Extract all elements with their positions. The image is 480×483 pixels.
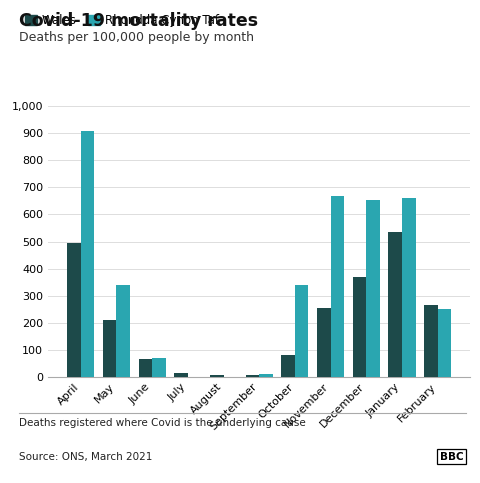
Bar xyxy=(67,243,81,377)
Text: Deaths per 100,000 people by month: Deaths per 100,000 people by month xyxy=(19,31,254,44)
Bar xyxy=(139,359,152,377)
Bar xyxy=(281,355,295,377)
Bar xyxy=(402,198,416,377)
Bar xyxy=(331,196,344,377)
Bar xyxy=(152,358,166,377)
Bar xyxy=(174,373,188,377)
Bar xyxy=(117,285,130,377)
Legend: Wales, Rhondda Cynon Taf: Wales, Rhondda Cynon Taf xyxy=(20,9,223,32)
Bar xyxy=(259,374,273,377)
Bar xyxy=(366,199,380,377)
Bar xyxy=(246,375,259,377)
Bar xyxy=(81,130,95,377)
Bar xyxy=(353,277,366,377)
Text: BBC: BBC xyxy=(440,452,463,462)
Text: Covid-19 mortality rates: Covid-19 mortality rates xyxy=(19,12,258,30)
Bar xyxy=(424,305,438,377)
Bar xyxy=(103,321,117,377)
Bar xyxy=(210,375,224,377)
Bar xyxy=(295,285,309,377)
Bar xyxy=(388,232,402,377)
Bar xyxy=(438,309,451,377)
Text: Deaths registered where Covid is the underlying cause: Deaths registered where Covid is the und… xyxy=(19,418,306,428)
Bar xyxy=(317,308,331,377)
Text: Source: ONS, March 2021: Source: ONS, March 2021 xyxy=(19,452,153,462)
